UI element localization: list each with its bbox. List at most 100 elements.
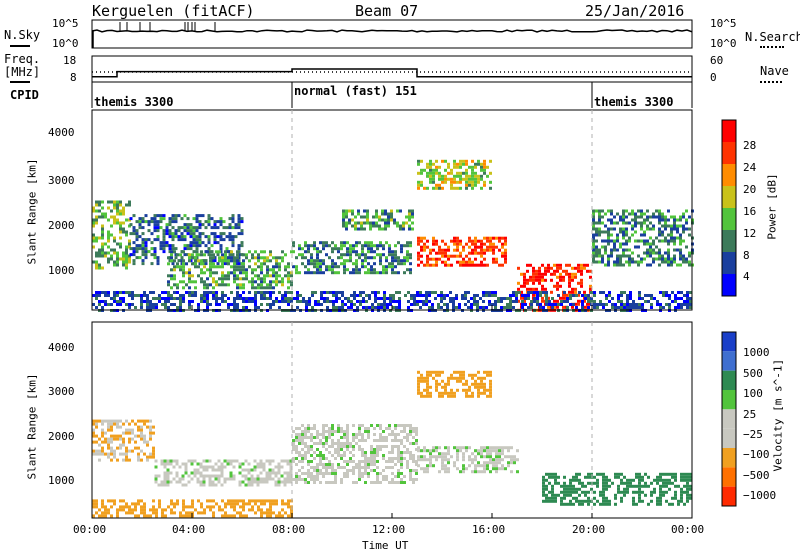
echo-cell — [230, 502, 233, 506]
echo-cell — [556, 299, 559, 303]
echo-cell — [179, 514, 182, 518]
echo-cell — [331, 424, 334, 427]
echo-cell — [376, 466, 379, 469]
echo-cell — [438, 391, 441, 395]
echo-cell — [504, 251, 507, 255]
echo-cell — [394, 259, 397, 263]
power-cbar-frame — [721, 119, 737, 297]
echo-cell — [110, 425, 113, 429]
echo-cell — [643, 218, 646, 222]
echo-cell — [171, 262, 175, 266]
echo-cell — [245, 274, 248, 278]
echo-cell — [572, 478, 575, 482]
nsky-label: N.Sky — [4, 28, 41, 42]
echo-cell — [370, 454, 373, 457]
echo-cell — [107, 511, 110, 515]
echo-cell — [152, 505, 155, 509]
echo-cell — [465, 242, 468, 246]
echo-cell — [545, 487, 548, 491]
echo-cell — [501, 245, 504, 249]
echo-cell — [679, 242, 682, 246]
echo-cell — [301, 460, 304, 463]
echo-cell — [310, 472, 313, 475]
echo-cell — [168, 247, 172, 251]
echo-cell — [170, 502, 173, 506]
echo-cell — [188, 259, 191, 263]
echo-cell — [254, 256, 257, 260]
echo-cell — [160, 483, 164, 487]
echo-cell — [122, 251, 125, 255]
echo-cell — [394, 265, 397, 269]
echo-cell — [269, 508, 272, 512]
echo-cell — [135, 232, 139, 236]
echo-cell — [453, 391, 456, 395]
echo-cell — [236, 253, 239, 257]
echo-cell — [467, 291, 470, 294]
echo-cell — [407, 291, 410, 294]
echo-cell — [304, 241, 307, 245]
echo-cell — [337, 442, 340, 445]
echo-cell — [649, 236, 652, 240]
echo-cell — [595, 221, 598, 225]
echo-cell — [652, 212, 655, 216]
echo-cell — [92, 236, 95, 240]
echo-cell — [650, 306, 653, 309]
echo-cell — [409, 475, 412, 478]
echo-cell — [149, 419, 152, 423]
echo-cell — [408, 209, 411, 213]
echo-cell — [295, 439, 298, 442]
echo-cell — [607, 239, 610, 243]
echo-cell — [176, 499, 179, 503]
echo-cell — [322, 241, 325, 245]
echo-cell — [465, 379, 468, 383]
echo-cell — [301, 454, 304, 457]
echo-cell — [664, 221, 667, 225]
echo-cell — [461, 294, 464, 297]
echo-cell — [444, 168, 447, 172]
echo-cell — [227, 259, 230, 263]
echo-cell — [548, 499, 551, 503]
echo-cell — [632, 502, 635, 506]
echo-cell — [113, 452, 116, 456]
echo-cell — [638, 472, 641, 476]
echo-cell — [474, 373, 477, 377]
echo-cell — [628, 263, 631, 267]
echo-cell — [674, 475, 677, 479]
echo-cell — [177, 235, 181, 239]
echo-cell — [176, 286, 179, 290]
echo-cell — [251, 499, 254, 503]
echo-cell — [275, 274, 278, 278]
echo-cell — [167, 300, 170, 303]
echo-cell — [260, 303, 263, 306]
echo-cell — [233, 268, 236, 272]
echo-cell — [313, 241, 316, 245]
echo-cell — [547, 296, 550, 300]
echo-cell — [313, 457, 316, 460]
echo-cell — [218, 297, 221, 300]
echo-cell — [500, 306, 503, 309]
echo-cell — [367, 436, 370, 439]
echo-cell — [260, 508, 263, 512]
echo-cell — [668, 294, 671, 297]
echo-cell — [387, 221, 390, 225]
echo-cell — [607, 260, 610, 264]
echo-cell — [170, 499, 173, 503]
echo-cell — [340, 442, 343, 445]
echo-cell — [362, 297, 365, 300]
echo-cell — [399, 224, 402, 228]
echo-cell — [104, 440, 107, 444]
echo-cell — [322, 475, 325, 478]
echo-cell — [135, 235, 139, 239]
echo-cell — [301, 457, 304, 460]
echo-cell — [441, 458, 444, 462]
echo-cell — [492, 260, 495, 264]
echo-cell — [132, 229, 136, 233]
echo-cell — [343, 265, 346, 269]
echo-cell — [598, 215, 601, 219]
echo-cell — [545, 478, 548, 482]
echo-cell — [682, 260, 685, 264]
echo-cell — [619, 218, 622, 222]
echo-cell — [313, 436, 316, 439]
echo-cell — [629, 481, 632, 485]
echo-cell — [412, 457, 415, 460]
